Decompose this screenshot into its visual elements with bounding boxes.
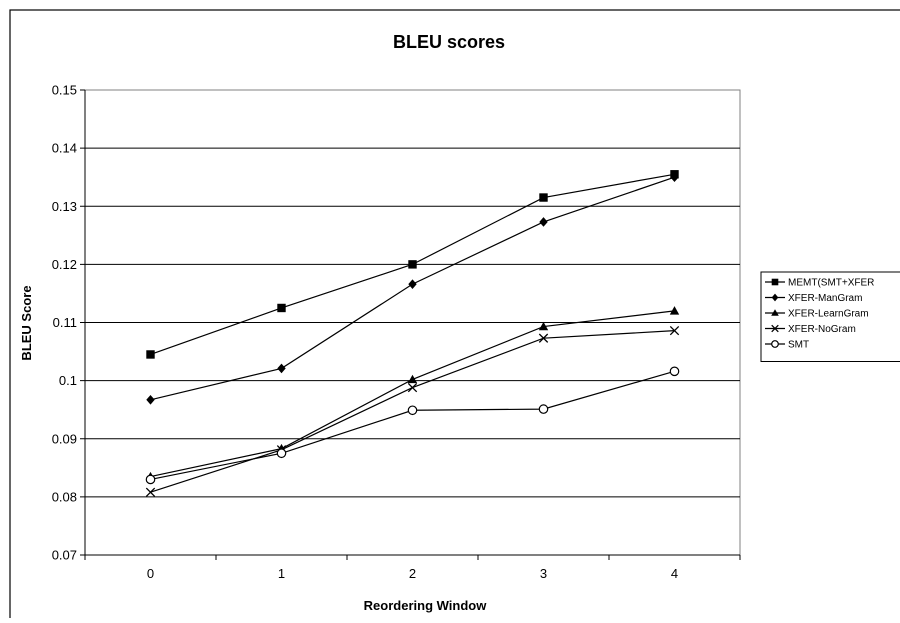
y-tick-label: 0.14 (52, 141, 77, 156)
x-marker-stroke (669, 325, 680, 336)
y-tick-label: 0.07 (52, 548, 77, 563)
data-point (670, 172, 679, 182)
legend-marker (771, 309, 779, 316)
legend-marker (771, 293, 779, 302)
chart-area-border (9, 9, 900, 623)
x-tick-label: 0 (147, 566, 154, 581)
x-tick-label: 2 (409, 566, 416, 581)
x-tick-label: 1 (278, 566, 285, 581)
legend-marker (771, 324, 779, 333)
plot-area: 0.07 0.08 0.09 0.1 0.11 0.12 0.13 0.14 0.15 0 1 2 3 4 (52, 83, 741, 581)
legend-box (760, 271, 900, 362)
legend-label: XFER-NoGram (788, 324, 856, 335)
data-point (538, 333, 549, 343)
data-point (146, 395, 155, 405)
x-marker-stroke (538, 333, 549, 343)
data-point (408, 260, 417, 269)
data-point (407, 382, 418, 393)
legend-label: XFER-LearnGram (788, 309, 869, 320)
data-point (539, 217, 548, 227)
legend-marker (771, 278, 779, 286)
data-point (669, 306, 680, 315)
legend-label: XFER-ManGram (788, 293, 862, 304)
legend-item: XFER-NoGram (765, 324, 856, 335)
y-axis-title: BLEU Score (19, 285, 34, 360)
data-point (146, 350, 155, 359)
data-point (277, 363, 286, 374)
chart-title: BLEU scores (393, 32, 505, 52)
x-tick-label: 3 (540, 566, 547, 581)
series-1 (146, 172, 679, 405)
y-tick-label: 0.08 (52, 489, 77, 504)
data-point (669, 366, 680, 377)
y-tick-label: 0.09 (52, 431, 77, 446)
data-point (407, 374, 418, 384)
data-point (276, 448, 287, 459)
legend-label: SMT (788, 340, 809, 351)
legend: MEMT(SMT+XFER XFER-ManGram XFER-LearnGram X… (760, 271, 900, 362)
legend-marker (771, 340, 779, 348)
data-point (277, 303, 286, 313)
legend-item: XFER-LearnGram (765, 309, 869, 320)
y-tick-label: 0.15 (52, 83, 77, 98)
y-tick-label: 0.1 (59, 373, 77, 388)
y-tick-label: 0.12 (52, 257, 77, 272)
y-tick-label: 0.13 (52, 199, 77, 214)
legend-item: MEMT(SMT+XFER (765, 278, 874, 289)
data-point (539, 193, 548, 202)
x-marker-stroke (145, 487, 156, 497)
data-point (669, 325, 680, 336)
data-point (538, 404, 549, 414)
data-point (407, 405, 418, 416)
legend-label: MEMT(SMT+XFER (788, 278, 874, 289)
x-axis-title: Reordering Window (364, 598, 488, 613)
x-marker-stroke (407, 382, 418, 393)
data-point (145, 474, 156, 485)
series-4 (145, 366, 680, 485)
data-point (408, 279, 417, 289)
legend-item: XFER-ManGram (765, 293, 862, 304)
data-point (538, 321, 549, 331)
x-tick-label: 4 (671, 566, 678, 581)
data-point (145, 487, 156, 497)
x-marker-stroke (771, 324, 779, 333)
y-tick-label: 0.11 (53, 315, 77, 330)
legend-item: SMT (765, 340, 809, 351)
